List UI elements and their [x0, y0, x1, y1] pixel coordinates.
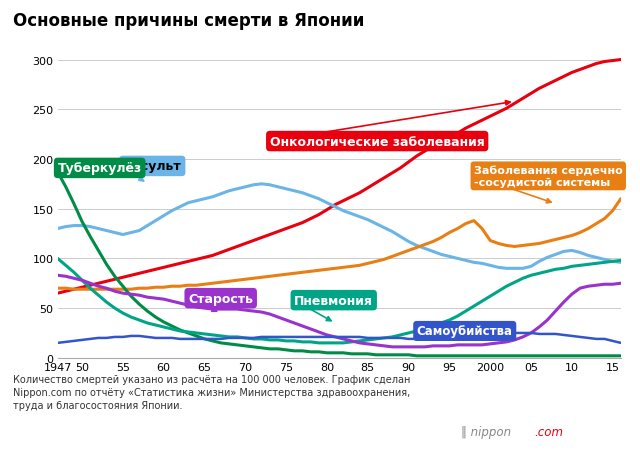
- Text: Самоубийства: Самоубийства: [417, 325, 513, 338]
- Text: Онкологические заболевания: Онкологические заболевания: [270, 135, 484, 148]
- Text: Основные причины смерти в Японии: Основные причины смерти в Японии: [13, 11, 364, 29]
- Text: Количество смертей указано из расчёта на 100 000 человек. График сделан
Nippon.c: Количество смертей указано из расчёта на…: [13, 374, 410, 410]
- Text: Инсульт: Инсульт: [123, 160, 182, 173]
- Text: Старость: Старость: [188, 292, 253, 305]
- Text: Туберкулёз: Туберкулёз: [58, 162, 141, 175]
- Text: ‖ nippon: ‖ nippon: [461, 425, 511, 438]
- Text: Пневмония: Пневмония: [294, 294, 373, 307]
- Text: Заболевания сердечно
-сосудистой системы: Заболевания сердечно -сосудистой системы: [474, 165, 623, 188]
- Text: .com: .com: [534, 425, 563, 438]
